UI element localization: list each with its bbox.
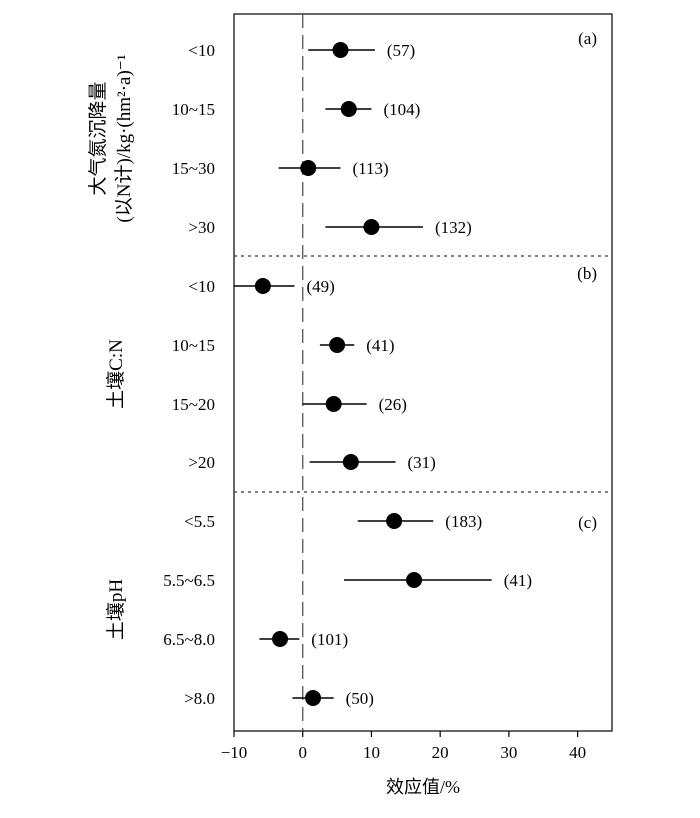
mean-point xyxy=(332,42,349,58)
mean-point xyxy=(272,631,289,647)
x-tick-label: 0 xyxy=(298,743,307,762)
mean-point xyxy=(406,572,423,588)
sample-size-label: (49) xyxy=(306,277,334,296)
mean-point xyxy=(340,101,357,117)
category-label: 5.5~6.5 xyxy=(163,571,215,590)
group-title: 大气氮沉降量 xyxy=(87,81,109,195)
x-tick-label: 40 xyxy=(569,743,586,762)
sample-size-label: (132) xyxy=(435,218,472,237)
sample-size-label: (183) xyxy=(445,512,482,531)
x-tick-label: 10 xyxy=(363,743,380,762)
panel-label: (a) xyxy=(578,29,597,48)
x-tick-label: −10 xyxy=(221,743,248,762)
category-label: >8.0 xyxy=(184,689,215,708)
category-label: >20 xyxy=(188,453,215,472)
x-tick-label: 20 xyxy=(432,743,449,762)
group-title: 土壤pH xyxy=(105,579,127,641)
sample-size-label: (41) xyxy=(366,336,394,355)
mean-point xyxy=(386,513,403,529)
sample-size-label: (57) xyxy=(387,41,415,60)
plot-frame xyxy=(233,13,613,732)
sample-size-label: (31) xyxy=(408,453,436,472)
mean-point xyxy=(254,278,271,294)
group-title: 土壤C:N xyxy=(105,339,127,409)
sample-size-label: (104) xyxy=(383,100,420,119)
mean-point xyxy=(363,219,380,235)
category-label: 10~15 xyxy=(172,100,215,119)
x-tick-label: 30 xyxy=(500,743,517,762)
category-label: <5.5 xyxy=(184,512,215,531)
mean-point xyxy=(325,396,342,412)
sample-size-label: (101) xyxy=(311,630,348,649)
category-label: 10~15 xyxy=(172,336,215,355)
category-label: <10 xyxy=(188,277,215,296)
x-axis-title: 效应值/% xyxy=(386,777,460,797)
sample-size-label: (41) xyxy=(504,571,532,590)
category-label: 15~30 xyxy=(172,159,215,178)
category-label: 6.5~8.0 xyxy=(163,630,215,649)
category-label: 15~20 xyxy=(172,395,215,414)
mean-point xyxy=(305,690,322,706)
panel-label: (c) xyxy=(578,513,597,532)
mean-point xyxy=(329,337,346,353)
sample-size-label: (26) xyxy=(379,395,407,414)
mean-point xyxy=(300,160,317,176)
sample-size-label: (113) xyxy=(353,159,389,178)
category-label: <10 xyxy=(188,41,215,60)
category-label: >30 xyxy=(188,218,215,237)
panel-label: (b) xyxy=(577,264,597,283)
sample-size-label: (50) xyxy=(346,689,374,708)
mean-point xyxy=(342,454,359,470)
group-title-unit: (以N计)/kg·(hm²·a)⁻¹ xyxy=(113,54,135,222)
